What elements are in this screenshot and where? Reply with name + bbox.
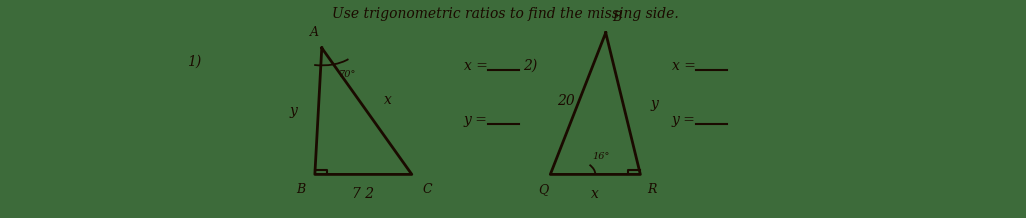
Text: 70°: 70° xyxy=(339,70,356,79)
Text: x =: x = xyxy=(671,59,696,73)
Text: y =: y = xyxy=(464,113,487,127)
Text: 16°: 16° xyxy=(592,152,609,161)
Text: x: x xyxy=(384,93,392,107)
Text: 20: 20 xyxy=(557,94,575,108)
Text: x =: x = xyxy=(464,59,487,73)
Text: Q: Q xyxy=(539,183,549,196)
Text: B: B xyxy=(297,183,306,196)
Text: 2): 2) xyxy=(522,59,537,73)
Text: y: y xyxy=(650,97,659,111)
Text: A: A xyxy=(310,26,319,39)
Text: R: R xyxy=(647,183,657,196)
Text: Use trigonometric ratios to find the missing side.: Use trigonometric ratios to find the mis… xyxy=(332,7,678,20)
Text: y =: y = xyxy=(671,113,696,127)
Text: y: y xyxy=(289,104,298,118)
Text: B: B xyxy=(613,11,622,24)
Text: x: x xyxy=(591,187,599,201)
Text: 7 2: 7 2 xyxy=(352,187,374,201)
Text: 1): 1) xyxy=(187,54,201,68)
Text: C: C xyxy=(422,183,432,196)
